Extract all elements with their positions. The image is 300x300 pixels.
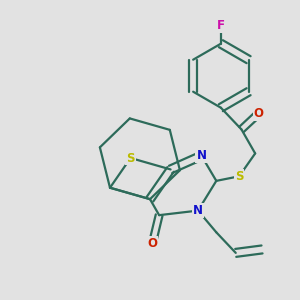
Text: F: F bbox=[217, 19, 225, 32]
Text: O: O bbox=[254, 107, 264, 120]
Text: O: O bbox=[147, 237, 157, 250]
Text: S: S bbox=[126, 152, 135, 164]
Text: S: S bbox=[235, 170, 243, 183]
Text: N: N bbox=[196, 149, 206, 162]
Text: N: N bbox=[193, 204, 203, 217]
